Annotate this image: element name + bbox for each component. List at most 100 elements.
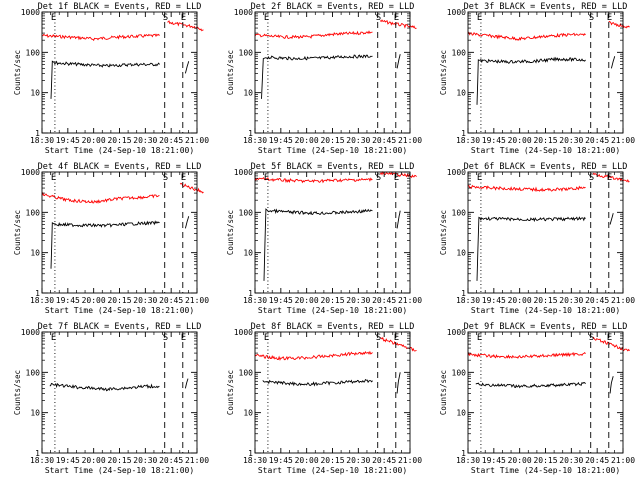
plot-frame [467,171,624,294]
event-marker-label: E [264,173,269,183]
event-marker-label: S [589,333,594,343]
panel-title: Det 8f BLACK = Events, RED = LLD [251,322,415,332]
plot-frame [41,11,198,134]
x-tick-label: 21:00 [185,456,209,465]
x-tick-label: 20:45 [372,456,396,465]
x-tick-label: 20:15 [533,296,557,305]
y-axis-label: Counts/sec [439,210,448,255]
event-marker-label: S [376,173,381,183]
x-tick-label: 20:30 [133,296,157,305]
x-tick-label: 20:15 [107,456,131,465]
lld-series [254,30,373,40]
plot-frame [41,171,198,294]
x-tick-label: 20:30 [346,456,370,465]
y-tick-label: 1 [461,129,466,138]
x-axis-label: Start Time (24-Sep-10 18:21:00) [45,306,194,315]
lld-series [592,336,630,352]
x-tick-label: 20:00 [508,296,532,305]
x-tick-label: 21:00 [398,296,422,305]
plot-frame [41,331,198,454]
y-tick-label: 100 [26,208,41,217]
lld-series [592,172,630,183]
x-tick-label: 20:00 [508,136,532,145]
y-tick-label: 1 [461,449,466,458]
x-tick-label: 20:45 [159,136,183,145]
event-marker-label: E [51,333,56,343]
plot-frame [254,331,411,454]
panel-title: Det 2f BLACK = Events, RED = LLD [251,2,415,12]
x-tick-label: 20:00 [508,456,532,465]
y-axis-label: Counts/sec [226,210,235,255]
x-tick-label: 18:30 [30,136,54,145]
event-marker-label: E [264,333,269,343]
lld-series [467,184,586,192]
x-tick-label: 20:15 [320,296,344,305]
lld-series [467,31,586,41]
y-axis-label: Counts/sec [439,370,448,415]
event-marker-label: E [394,13,399,23]
y-tick-label: 10 [456,409,466,418]
panel-title: Det 3f BLACK = Events, RED = LLD [464,2,628,12]
event-marker-label: E [477,333,482,343]
x-tick-label: 18:30 [456,456,480,465]
x-tick-label: 19:45 [56,456,80,465]
y-tick-label: 1 [35,129,40,138]
lld-series [179,182,204,194]
y-tick-label: 1000 [234,8,253,17]
events-series [476,216,586,281]
x-axis-label: Start Time (24-Sep-10 18:21:00) [471,466,620,475]
x-tick-label: 18:30 [30,456,54,465]
lld-series [467,351,586,359]
x-tick-label: 20:00 [295,136,319,145]
y-tick-label: 100 [239,208,254,217]
x-tick-label: 21:00 [611,456,635,465]
x-tick-label: 20:15 [533,456,557,465]
events-series [396,210,401,229]
y-tick-label: 10 [243,409,253,418]
x-axis-label: Start Time (24-Sep-10 18:21:00) [258,306,407,315]
x-tick-label: 20:30 [346,136,370,145]
y-tick-label: 10 [30,249,40,258]
y-tick-label: 1 [35,289,40,298]
events-series [396,372,401,394]
y-tick-label: 1000 [21,8,40,17]
x-tick-label: 20:30 [559,296,583,305]
y-tick-label: 1 [248,129,253,138]
events-series [476,56,586,105]
y-tick-label: 1000 [447,328,466,337]
events-series [49,382,160,392]
events-series [184,216,190,229]
x-tick-label: 20:15 [320,456,344,465]
x-axis-label: Start Time (24-Sep-10 18:21:00) [45,146,194,155]
y-tick-label: 1000 [234,168,253,177]
x-tick-label: 18:30 [243,456,267,465]
x-tick-label: 21:00 [611,296,635,305]
x-tick-label: 20:00 [82,296,106,305]
lld-series [254,176,373,184]
event-marker-label: E [477,13,482,23]
events-series [609,213,614,225]
event-marker-label: E [51,13,56,23]
event-marker-label: E [607,333,612,343]
y-tick-label: 10 [456,89,466,98]
y-axis-label: Counts/sec [439,50,448,95]
events-series [261,54,373,99]
y-axis-label: Counts/sec [13,370,22,415]
lld-series [379,170,417,179]
event-marker-label: S [376,333,381,343]
panel-title: Det 1f BLACK = Events, RED = LLD [38,2,202,12]
plot-frame [254,171,411,294]
event-marker-label: S [589,13,594,23]
event-marker-label: E [181,13,186,23]
event-marker-label: E [394,173,399,183]
y-axis-label: Counts/sec [226,50,235,95]
lld-series [608,20,630,29]
x-tick-label: 20:45 [372,136,396,145]
x-tick-label: 20:45 [585,296,609,305]
